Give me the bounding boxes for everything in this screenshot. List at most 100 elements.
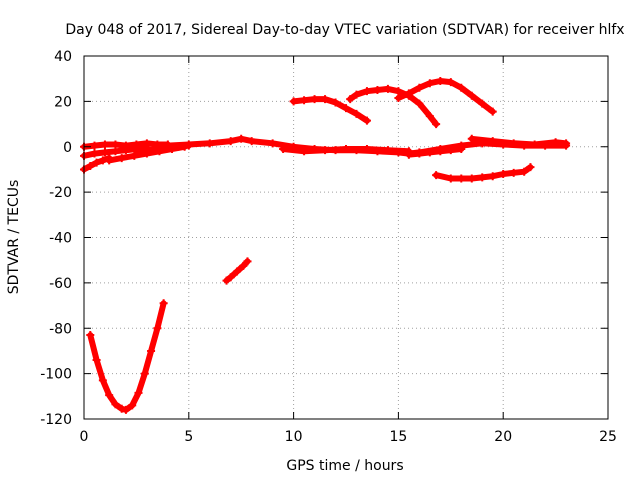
data-point xyxy=(415,99,424,108)
data-point xyxy=(279,145,288,154)
data-point xyxy=(111,400,120,409)
x-tick-label: 5 xyxy=(184,429,193,445)
data-point xyxy=(383,146,392,155)
data-point xyxy=(90,149,99,158)
data-point xyxy=(159,299,168,308)
data-point xyxy=(467,134,476,143)
data-point xyxy=(153,145,162,154)
data-point xyxy=(362,87,371,96)
series-trace xyxy=(395,78,496,115)
x-tick-label: 15 xyxy=(389,429,407,445)
data-point xyxy=(362,116,371,125)
data-point xyxy=(394,93,403,102)
data-point xyxy=(111,147,120,156)
data-series xyxy=(404,145,466,159)
data-point xyxy=(415,149,424,158)
data-point xyxy=(446,174,455,183)
data-point xyxy=(247,137,256,146)
data-series xyxy=(86,299,168,414)
data-point xyxy=(142,146,151,155)
data-point xyxy=(153,324,162,333)
data-point xyxy=(488,172,497,181)
x-tick-label: 0 xyxy=(80,429,89,445)
data-point xyxy=(352,109,361,118)
data-point xyxy=(310,95,319,104)
data-series xyxy=(346,84,441,129)
data-point xyxy=(394,87,403,96)
data-point xyxy=(86,331,95,340)
data-point xyxy=(488,107,497,116)
data-point xyxy=(92,158,101,167)
x-tick-label: 25 xyxy=(599,429,617,445)
data-point xyxy=(243,257,252,266)
data-series xyxy=(467,134,571,149)
y-tick-label: -100 xyxy=(40,367,72,383)
data-points xyxy=(80,76,571,414)
data-point xyxy=(432,120,441,129)
data-point xyxy=(436,147,445,156)
data-point xyxy=(237,134,246,143)
data-point xyxy=(289,97,298,106)
y-tick-label: -40 xyxy=(49,231,72,247)
x-axis-label: GPS time / hours xyxy=(286,458,403,474)
data-point xyxy=(446,78,455,87)
data-point xyxy=(226,137,235,146)
chart-title: Day 048 of 2017, Sidereal Day-to-day VTE… xyxy=(65,22,624,38)
data-point xyxy=(526,163,535,172)
data-point xyxy=(90,141,99,150)
data-series xyxy=(394,76,497,116)
data-point xyxy=(373,86,382,95)
data-point xyxy=(184,140,193,149)
data-point xyxy=(342,104,350,113)
data-point xyxy=(86,162,95,171)
data-point xyxy=(105,391,114,400)
x-tick-label: 20 xyxy=(494,429,512,445)
data-point xyxy=(446,146,455,155)
data-series xyxy=(80,154,114,174)
data-point xyxy=(425,112,434,121)
data-point xyxy=(457,174,466,183)
data-point xyxy=(551,138,560,147)
data-point xyxy=(98,376,107,385)
data-point xyxy=(205,139,214,148)
data-point xyxy=(268,139,277,148)
data-point xyxy=(132,147,141,156)
data-point xyxy=(404,150,413,159)
data-point xyxy=(520,167,529,176)
y-tick-label: 40 xyxy=(54,49,72,65)
data-point xyxy=(346,95,355,104)
data-point xyxy=(425,148,434,157)
data-series xyxy=(289,95,371,125)
data-point xyxy=(321,146,330,155)
data-point xyxy=(300,96,309,105)
y-axis-label: SDTVAR / TECUs xyxy=(6,180,22,295)
series-trace xyxy=(433,164,534,182)
data-point xyxy=(92,356,101,365)
data-series xyxy=(279,145,413,156)
data-point xyxy=(134,388,143,397)
axis-ticks: 0 5 10 15 20 25 -120 -100 -80 -60 -40 -20 0 20 40 xyxy=(40,49,617,445)
data-point xyxy=(436,76,445,85)
data-point xyxy=(478,99,487,108)
x-tick-label: 10 xyxy=(285,429,303,445)
data-point xyxy=(163,141,172,150)
y-tick-label: -120 xyxy=(40,412,72,428)
data-point xyxy=(530,140,539,149)
data-point xyxy=(239,261,248,270)
data-point xyxy=(100,148,109,157)
y-tick-label: 0 xyxy=(63,140,72,156)
data-point xyxy=(111,140,120,149)
data-point xyxy=(383,84,392,93)
data-point xyxy=(105,156,114,165)
data-point xyxy=(222,276,231,285)
data-point xyxy=(342,145,350,154)
data-point xyxy=(509,168,518,177)
data-point xyxy=(226,273,235,282)
data-point xyxy=(128,401,137,410)
data-point xyxy=(117,154,126,163)
data-point xyxy=(117,404,126,413)
y-tick-label: -20 xyxy=(49,185,72,201)
y-tick-label: 20 xyxy=(54,94,72,110)
data-point xyxy=(321,95,330,104)
